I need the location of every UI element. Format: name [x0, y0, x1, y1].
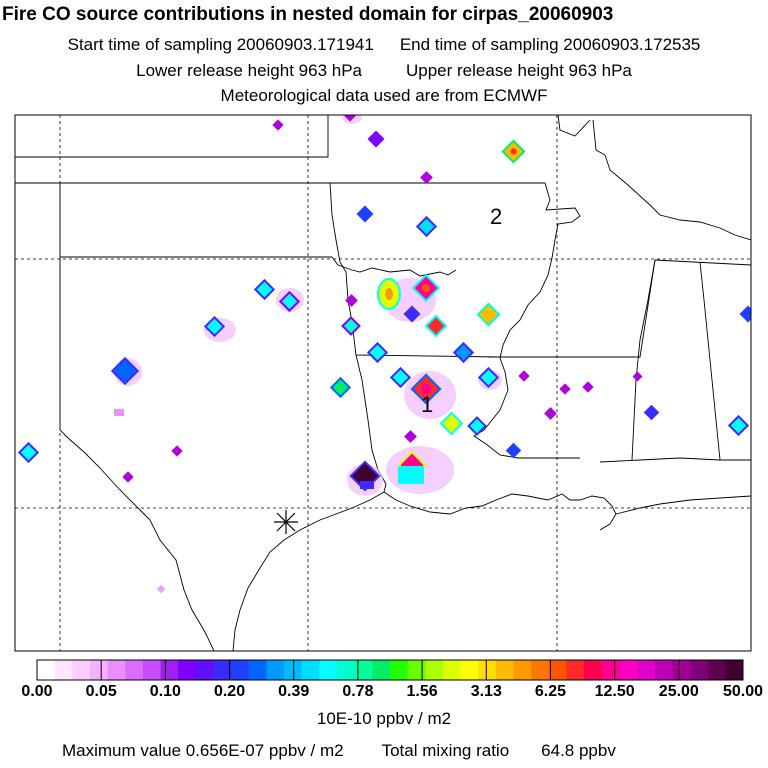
end-time-label: End time of sampling 20060903.172535 — [399, 35, 701, 54]
boundary-kentucky — [592, 119, 751, 241]
colorbar-tick-label: 0.78 — [342, 683, 374, 700]
colorbar — [37, 660, 744, 680]
stats-row: Maximum value 0.656E-07 ppbv / m2 Total m… — [62, 741, 616, 761]
map-frame — [14, 114, 752, 652]
marker-1: 1 — [421, 392, 433, 417]
colorbar-cell — [89, 660, 109, 680]
colorbar-cell — [231, 660, 250, 680]
colorbar-cell — [160, 660, 179, 680]
colorbar-cell — [125, 660, 144, 680]
colorbar-cell — [637, 660, 656, 680]
release-height-row: Lower release height 963 hPa Upper releas… — [0, 61, 768, 81]
boundary-mississippi-alabama — [631, 259, 656, 461]
medium-hotspots — [17, 130, 751, 464]
map-panel: 1 2 — [15, 115, 751, 651]
coast-louisiana — [383, 491, 617, 531]
boundary-louisiana-mississippi — [473, 357, 580, 459]
colorbar-cell — [390, 660, 409, 680]
upper-release-label: Upper release height 963 hPa — [406, 61, 632, 80]
trajectory-markers: 1 2 — [421, 204, 502, 417]
colorbar-cell — [195, 660, 214, 680]
colorbar-cell — [654, 660, 673, 680]
colorbar-cell — [72, 660, 91, 680]
colorbar-tick-label: 0.10 — [149, 683, 181, 700]
colorbar-cell — [690, 660, 709, 680]
maximum-value-label: Maximum value 0.656E-07 ppbv / m2 — [62, 741, 344, 760]
colorbar-cell — [495, 660, 515, 680]
colorbar-tick-label: 50.00 — [722, 683, 764, 700]
colorbar-cell — [619, 660, 638, 680]
colorbar-cell — [37, 660, 56, 680]
map-background — [15, 115, 751, 651]
coastlines — [59, 380, 751, 651]
colorbar-cell — [672, 660, 691, 680]
boundary-red-river-east — [331, 256, 457, 277]
colorbar-tick-label: 3.13 — [470, 683, 502, 700]
colorbar-cell — [301, 660, 320, 680]
boundary-alabama-georgia — [699, 261, 721, 461]
boundary-tennessee — [488, 259, 751, 358]
colorbar-ticks — [100, 660, 680, 680]
colorbar-cell — [707, 660, 726, 680]
colorbar-cell — [178, 660, 197, 680]
boundary-florida-north — [599, 457, 751, 463]
colorbar-cell — [725, 660, 744, 680]
lower-release-label: Lower release height 963 hPa — [136, 61, 362, 80]
marker-2: 2 — [490, 204, 502, 229]
colorbar-cell — [460, 660, 479, 680]
colorbar-cell — [284, 660, 303, 680]
boundary-mississippi-river-north — [499, 182, 581, 359]
colorbar-unit: 10E-10 ppbv / m2 — [316, 709, 452, 728]
border-rio-grande — [59, 380, 215, 651]
state-boundaries — [15, 115, 751, 493]
colorbar-cell — [601, 660, 620, 680]
total-mixing-value: 64.8 ppbv — [541, 741, 616, 760]
figure-title: Fire CO source contributions in nested d… — [2, 4, 614, 25]
colorbar-cell — [337, 660, 356, 680]
colorbar-cell — [407, 660, 426, 680]
colorbar-frame — [36, 659, 744, 681]
colorbar-cell — [531, 660, 550, 680]
high-hotspots — [349, 139, 526, 492]
sampling-site-asterisk-icon — [274, 510, 298, 534]
colorbar-cell — [425, 660, 444, 680]
source-hotspots — [17, 115, 751, 594]
boundary-illinois-missouri — [557, 115, 591, 137]
colorbar-tick-label: 1.56 — [406, 683, 438, 700]
colorbar-cell — [354, 660, 373, 680]
colorbar-cell — [107, 660, 126, 680]
colorbar-tick-label: 0.39 — [278, 683, 310, 700]
colorbar-tick-labels: 0.00 0.05 0.10 0.20 0.39 0.78 1.56 3.13 6.25 12.5… — [0, 683, 768, 705]
colorbar-cell — [513, 660, 532, 680]
sampling-time-row: Start time of sampling 20060903.171941 En… — [0, 35, 768, 55]
boundary-colorado-kansas — [15, 115, 329, 158]
colorbar-cell — [319, 660, 338, 680]
met-data-label: Meteorological data used are from ECMWF — [220, 86, 548, 105]
coast-texas — [232, 491, 385, 651]
colorbar-tick-label: 0.20 — [213, 683, 246, 700]
colorbar-tick-label: 0.00 — [21, 683, 53, 700]
colorbar-cell — [248, 660, 267, 680]
colorbar-cell — [442, 660, 462, 680]
colorbar-cell — [548, 660, 567, 680]
start-time-label: Start time of sampling 20060903.171941 — [67, 35, 374, 54]
boundary-arkansas-west-south — [329, 182, 501, 358]
colorbar-cell — [266, 660, 285, 680]
coast-gulf-east — [615, 495, 751, 515]
colorbar-tick-label: 6.25 — [534, 683, 567, 700]
colorbar-tick-label: 0.05 — [85, 683, 117, 700]
colorbar-cell — [142, 660, 162, 680]
colorbar-cell — [372, 660, 391, 680]
colorbar-cell — [54, 660, 73, 680]
colorbar-cell — [584, 660, 603, 680]
colorbar-tick-label: 25.00 — [658, 683, 699, 700]
boundary-texas-louisiana — [355, 354, 387, 493]
colorbar-cell — [566, 660, 585, 680]
colorbar-tick-label: 12.50 — [594, 683, 635, 700]
total-mixing-label: Total mixing ratio — [381, 741, 510, 760]
colorbar-cell — [213, 660, 232, 680]
colorbar-cell — [478, 660, 497, 680]
